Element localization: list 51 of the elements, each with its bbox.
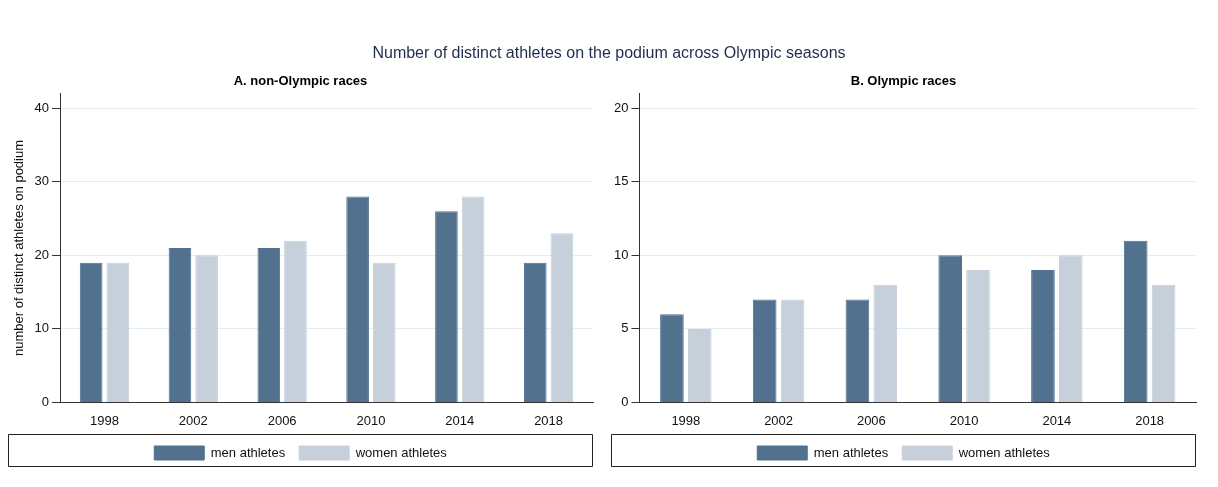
- y-tick-label: 30: [34, 173, 50, 189]
- x-tick-label: 2018: [1135, 412, 1165, 428]
- y-tick-label: 5: [621, 320, 629, 336]
- bar: [372, 262, 396, 402]
- bar: [660, 314, 684, 402]
- x-tick-label: 1998: [90, 412, 119, 428]
- bar: [346, 196, 369, 402]
- legend-label: men athletes: [210, 444, 286, 460]
- bar: [1123, 240, 1148, 402]
- legend-label: women athletes: [354, 444, 448, 460]
- y-tick-label: 10: [613, 246, 629, 262]
- bar: [873, 284, 898, 402]
- x-tick-label: 2010: [949, 412, 979, 428]
- legend-label: women athletes: [957, 444, 1051, 460]
- y-tick-label: 0: [621, 393, 629, 409]
- bar: [687, 328, 712, 402]
- bar: [168, 248, 192, 402]
- x-tick-label: 2002: [178, 412, 208, 428]
- x-tick-label: 2010: [356, 412, 386, 428]
- bar: [550, 233, 574, 402]
- x-tick-label: 2014: [445, 412, 475, 428]
- x-tick-label: 2002: [764, 412, 794, 428]
- y-tick-label: 40: [34, 99, 50, 115]
- text: Number of distinct athletes on the podium across Olympic seasons: [371, 44, 847, 62]
- bar: [966, 270, 990, 402]
- chart-title: B. Olympic races: [850, 73, 957, 89]
- bar: [435, 211, 458, 402]
- y-axis-title: number of distinct athletes on podium: [11, 139, 27, 357]
- x-tick-label: 2006: [856, 412, 886, 428]
- bar: [1151, 284, 1176, 402]
- chart-title: A. non-Olympic races: [233, 73, 368, 89]
- bar: [79, 262, 103, 402]
- legend-label: men athletes: [813, 444, 889, 460]
- y-tick-label: 20: [34, 246, 50, 262]
- y-tick-label: 0: [41, 393, 50, 409]
- y-tick-label: 10: [34, 320, 50, 336]
- x-tick-label: 2014: [1042, 412, 1072, 428]
- bar: [284, 240, 307, 402]
- bar: [106, 262, 130, 402]
- bar: [257, 248, 281, 402]
- x-tick-label: 2006: [267, 412, 297, 428]
- bar: [845, 299, 870, 402]
- bar: [1031, 270, 1055, 402]
- x-tick-label: 1998: [671, 412, 701, 428]
- bar: [461, 196, 485, 402]
- y-tick-label: 20: [613, 99, 629, 115]
- x-tick-label: 2018: [534, 412, 564, 428]
- y-tick-label: 15: [613, 173, 629, 189]
- bar: [752, 299, 777, 402]
- bar: [780, 299, 805, 402]
- bar: [523, 262, 547, 402]
